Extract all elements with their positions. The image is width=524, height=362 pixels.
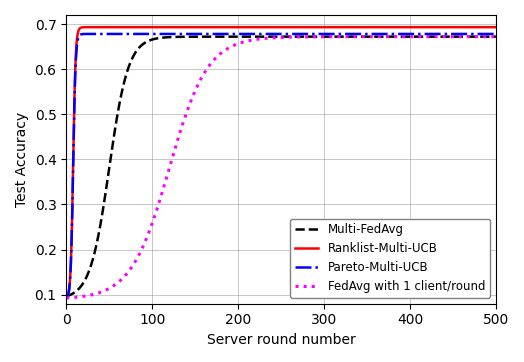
Multi-FedAvg [457, 34, 463, 39]
Multi-FedAvg [63, 294, 69, 299]
Multi-FedAvg [112, 126, 118, 130]
Ranklist-Multi-UCB [438, 25, 444, 29]
FedAvg with 1 client/round [493, 34, 499, 39]
FedAvg with 1 client/round [246, 38, 253, 43]
Y-axis label: Test Accuracy: Test Accuracy [15, 112, 29, 207]
Pareto-Multi-UCB [112, 32, 118, 36]
X-axis label: Server round number: Server round number [206, 333, 355, 347]
Pareto-Multi-UCB [138, 32, 144, 36]
FedAvg with 1 client/round [484, 34, 490, 39]
Pareto-Multi-UCB [115, 32, 122, 36]
Pareto-Multi-UCB [493, 32, 499, 36]
Legend: Multi-FedAvg, Ranklist-Multi-UCB, Pareto-Multi-UCB, FedAvg with 1 client/round: Multi-FedAvg, Ranklist-Multi-UCB, Pareto… [290, 219, 490, 298]
Ranklist-Multi-UCB [138, 25, 144, 29]
Ranklist-Multi-UCB [63, 296, 69, 300]
Line: Multi-FedAvg: Multi-FedAvg [66, 37, 496, 296]
Pareto-Multi-UCB [63, 296, 69, 300]
Multi-FedAvg [228, 34, 234, 39]
Ranklist-Multi-UCB [493, 25, 499, 29]
Multi-FedAvg [493, 34, 499, 39]
Multi-FedAvg [484, 34, 490, 39]
Ranklist-Multi-UCB [115, 25, 122, 29]
Pareto-Multi-UCB [228, 32, 234, 36]
Pareto-Multi-UCB [484, 32, 490, 36]
FedAvg with 1 client/round [438, 34, 444, 39]
Ranklist-Multi-UCB [228, 25, 234, 29]
Pareto-Multi-UCB [438, 32, 444, 36]
FedAvg with 1 client/round [112, 282, 118, 287]
Multi-FedAvg [438, 34, 444, 39]
Ranklist-Multi-UCB [247, 25, 253, 29]
FedAvg with 1 client/round [63, 296, 69, 300]
Line: FedAvg with 1 client/round: FedAvg with 1 client/round [66, 37, 496, 298]
Line: Pareto-Multi-UCB: Pareto-Multi-UCB [66, 34, 496, 298]
Pareto-Multi-UCB [247, 32, 253, 36]
Multi-FedAvg [138, 44, 144, 48]
Ranklist-Multi-UCB [484, 25, 490, 29]
FedAvg with 1 client/round [228, 45, 234, 49]
Line: Ranklist-Multi-UCB: Ranklist-Multi-UCB [66, 27, 496, 298]
FedAvg with 1 client/round [138, 249, 144, 253]
Ranklist-Multi-UCB [112, 25, 118, 29]
Multi-FedAvg [246, 34, 253, 39]
